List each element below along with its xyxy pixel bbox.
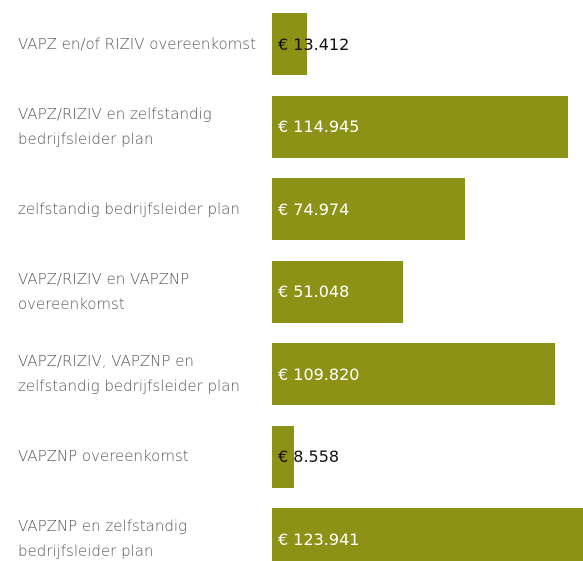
bar-row: VAPZ/RIZIV en zelfstandig bedrijfsleider… bbox=[0, 86, 583, 169]
value-label: € 114.945 bbox=[278, 117, 360, 137]
bar-row: VAPZ/RIZIV, VAPZNP en zelfstandig bedrij… bbox=[0, 333, 583, 416]
value-label: € 13.412 bbox=[278, 34, 350, 54]
value-label: € 123.941 bbox=[278, 529, 360, 549]
bar-row: VAPZNP overeenkomst € 8.558 bbox=[0, 416, 583, 499]
category-label: VAPZ en/of RIZIV overeenkomst bbox=[18, 34, 256, 53]
bar-row: VAPZNP en zelfstandig bedrijfsleider pla… bbox=[0, 498, 583, 561]
bar bbox=[272, 13, 307, 75]
category-label: VAPZ/RIZIV en zelfstandig bedrijfsleider… bbox=[18, 104, 212, 148]
bar bbox=[272, 508, 583, 561]
category-label: zelfstandig bedrijfsleider plan bbox=[18, 199, 240, 218]
bar bbox=[272, 178, 465, 240]
bar bbox=[272, 260, 404, 323]
value-label: € 8.558 bbox=[278, 447, 340, 467]
bar bbox=[272, 425, 295, 488]
category-label: VAPZ/RIZIV, VAPZNP en zelfstandig bedrij… bbox=[18, 352, 240, 396]
bar-row: zelfstandig bedrijfsleider plan € 74.974 bbox=[0, 168, 583, 251]
value-label: € 51.048 bbox=[278, 282, 350, 302]
category-label: VAPZNP overeenkomst bbox=[18, 447, 189, 466]
category-label: VAPZ/RIZIV en VAPZNP overeenkomst bbox=[18, 269, 190, 313]
bar bbox=[272, 95, 568, 158]
bar-row: VAPZ en/of RIZIV overeenkomst € 13.412 bbox=[0, 3, 583, 86]
bar-row: VAPZ/RIZIV en VAPZNP overeenkomst € 51.04… bbox=[0, 251, 583, 334]
category-label: VAPZNP en zelfstandig bedrijfsleider pla… bbox=[18, 517, 188, 561]
value-label: € 74.974 bbox=[278, 199, 350, 219]
bar bbox=[272, 343, 555, 405]
value-label: € 109.820 bbox=[278, 364, 360, 384]
